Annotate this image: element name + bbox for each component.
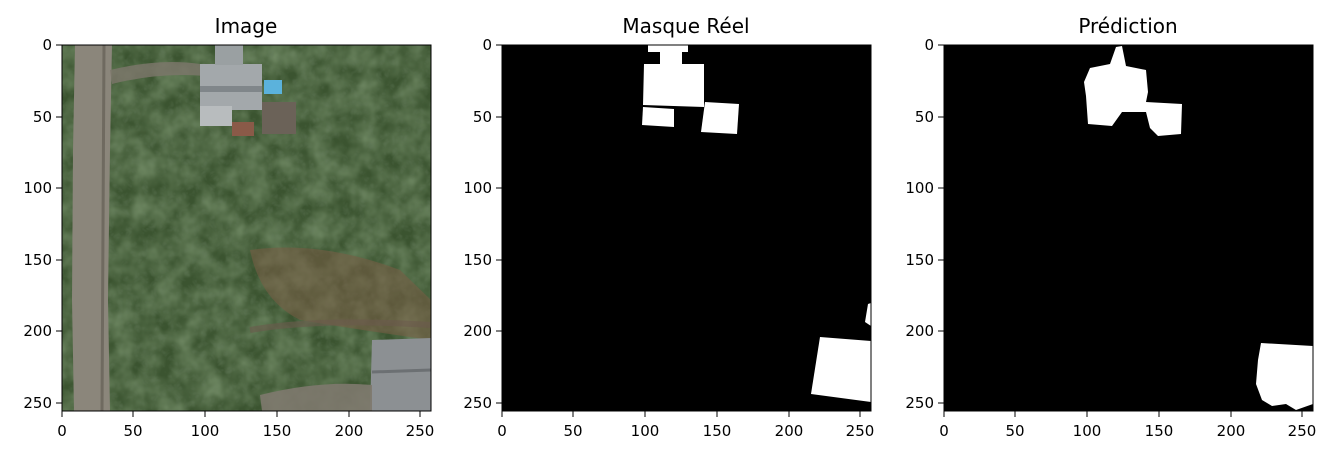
y-tick-label: 150 bbox=[463, 251, 492, 269]
x-tick-label: 50 bbox=[123, 422, 142, 440]
y-tick-label: 100 bbox=[905, 179, 934, 197]
x-tick-label: 0 bbox=[939, 422, 949, 440]
prediction-buildings bbox=[1084, 46, 1313, 410]
dirt-track bbox=[249, 319, 431, 333]
panel-prediction: Prédiction 0 50 100 150 200 250 bbox=[905, 14, 1316, 440]
axes-frame bbox=[501, 44, 872, 412]
y-tick-label: 100 bbox=[23, 179, 52, 197]
building-mask bbox=[865, 303, 871, 326]
building-mask bbox=[643, 45, 704, 107]
building-mask bbox=[642, 107, 674, 127]
y-tick-label: 200 bbox=[905, 322, 934, 340]
y-tick-label: 250 bbox=[23, 394, 52, 412]
y-axis: 0 50 100 150 200 250 bbox=[905, 36, 944, 412]
driveway bbox=[110, 62, 205, 84]
x-tick-label: 200 bbox=[335, 422, 364, 440]
x-tick-label: 250 bbox=[406, 422, 435, 440]
x-tick-label: 100 bbox=[191, 422, 220, 440]
x-tick-label: 250 bbox=[846, 422, 875, 440]
panel-image: Image bbox=[23, 14, 434, 440]
building-mask bbox=[811, 337, 871, 402]
axes-frame bbox=[61, 44, 432, 412]
y-tick-label: 150 bbox=[905, 251, 934, 269]
x-tick-label: 250 bbox=[1288, 422, 1317, 440]
x-axis: 0 50 100 150 200 250 bbox=[57, 411, 434, 440]
house-roof-bottom bbox=[370, 338, 431, 411]
x-tick-label: 50 bbox=[1005, 422, 1024, 440]
y-axis: 0 50 100 150 200 250 bbox=[23, 36, 62, 412]
garage-roof bbox=[262, 102, 296, 134]
house-roof-lower bbox=[200, 106, 232, 126]
y-tick-label: 100 bbox=[463, 179, 492, 197]
panel-mask: Masque Réel 0 50 100 150 200 250 bbox=[463, 14, 874, 440]
x-tick-label: 200 bbox=[1217, 422, 1246, 440]
panel-title: Image bbox=[215, 14, 278, 38]
y-tick-label: 0 bbox=[482, 36, 492, 54]
x-tick-label: 100 bbox=[1073, 422, 1102, 440]
y-axis: 0 50 100 150 200 250 bbox=[463, 36, 502, 412]
house-roof-shade bbox=[200, 86, 262, 92]
y-tick-label: 50 bbox=[915, 108, 934, 126]
y-tick-label: 150 bbox=[23, 251, 52, 269]
x-tick-label: 200 bbox=[775, 422, 804, 440]
house-roof-ridge bbox=[371, 368, 431, 374]
building-mask bbox=[701, 102, 739, 134]
x-tick-label: 150 bbox=[703, 422, 732, 440]
y-tick-label: 50 bbox=[473, 108, 492, 126]
x-axis: 0 50 100 150 200 250 bbox=[939, 411, 1316, 440]
x-tick-label: 0 bbox=[497, 422, 507, 440]
panel-title: Masque Réel bbox=[622, 14, 749, 38]
road-edge bbox=[100, 45, 106, 411]
aerial-image bbox=[62, 45, 431, 411]
y-tick-label: 200 bbox=[23, 322, 52, 340]
y-tick-label: 200 bbox=[463, 322, 492, 340]
y-tick-label: 0 bbox=[42, 36, 52, 54]
x-tick-label: 150 bbox=[1145, 422, 1174, 440]
road-bottom bbox=[260, 383, 372, 411]
x-tick-label: 150 bbox=[263, 422, 292, 440]
y-tick-label: 50 bbox=[33, 108, 52, 126]
axes-frame bbox=[943, 44, 1314, 412]
building-prediction bbox=[1256, 343, 1313, 410]
y-tick-label: 0 bbox=[924, 36, 934, 54]
soil-clearing bbox=[250, 247, 431, 340]
road bbox=[72, 45, 112, 411]
pool bbox=[264, 80, 282, 94]
y-tick-label: 250 bbox=[463, 394, 492, 412]
x-axis: 0 50 100 150 200 250 bbox=[497, 411, 874, 440]
y-tick-label: 250 bbox=[905, 394, 934, 412]
mask-buildings bbox=[642, 45, 871, 402]
x-tick-label: 100 bbox=[631, 422, 660, 440]
deck bbox=[232, 122, 254, 136]
house-annex bbox=[215, 45, 243, 65]
x-tick-label: 50 bbox=[563, 422, 582, 440]
building-prediction bbox=[1084, 46, 1182, 136]
panel-title: Prédiction bbox=[1078, 14, 1177, 38]
x-tick-label: 0 bbox=[57, 422, 67, 440]
